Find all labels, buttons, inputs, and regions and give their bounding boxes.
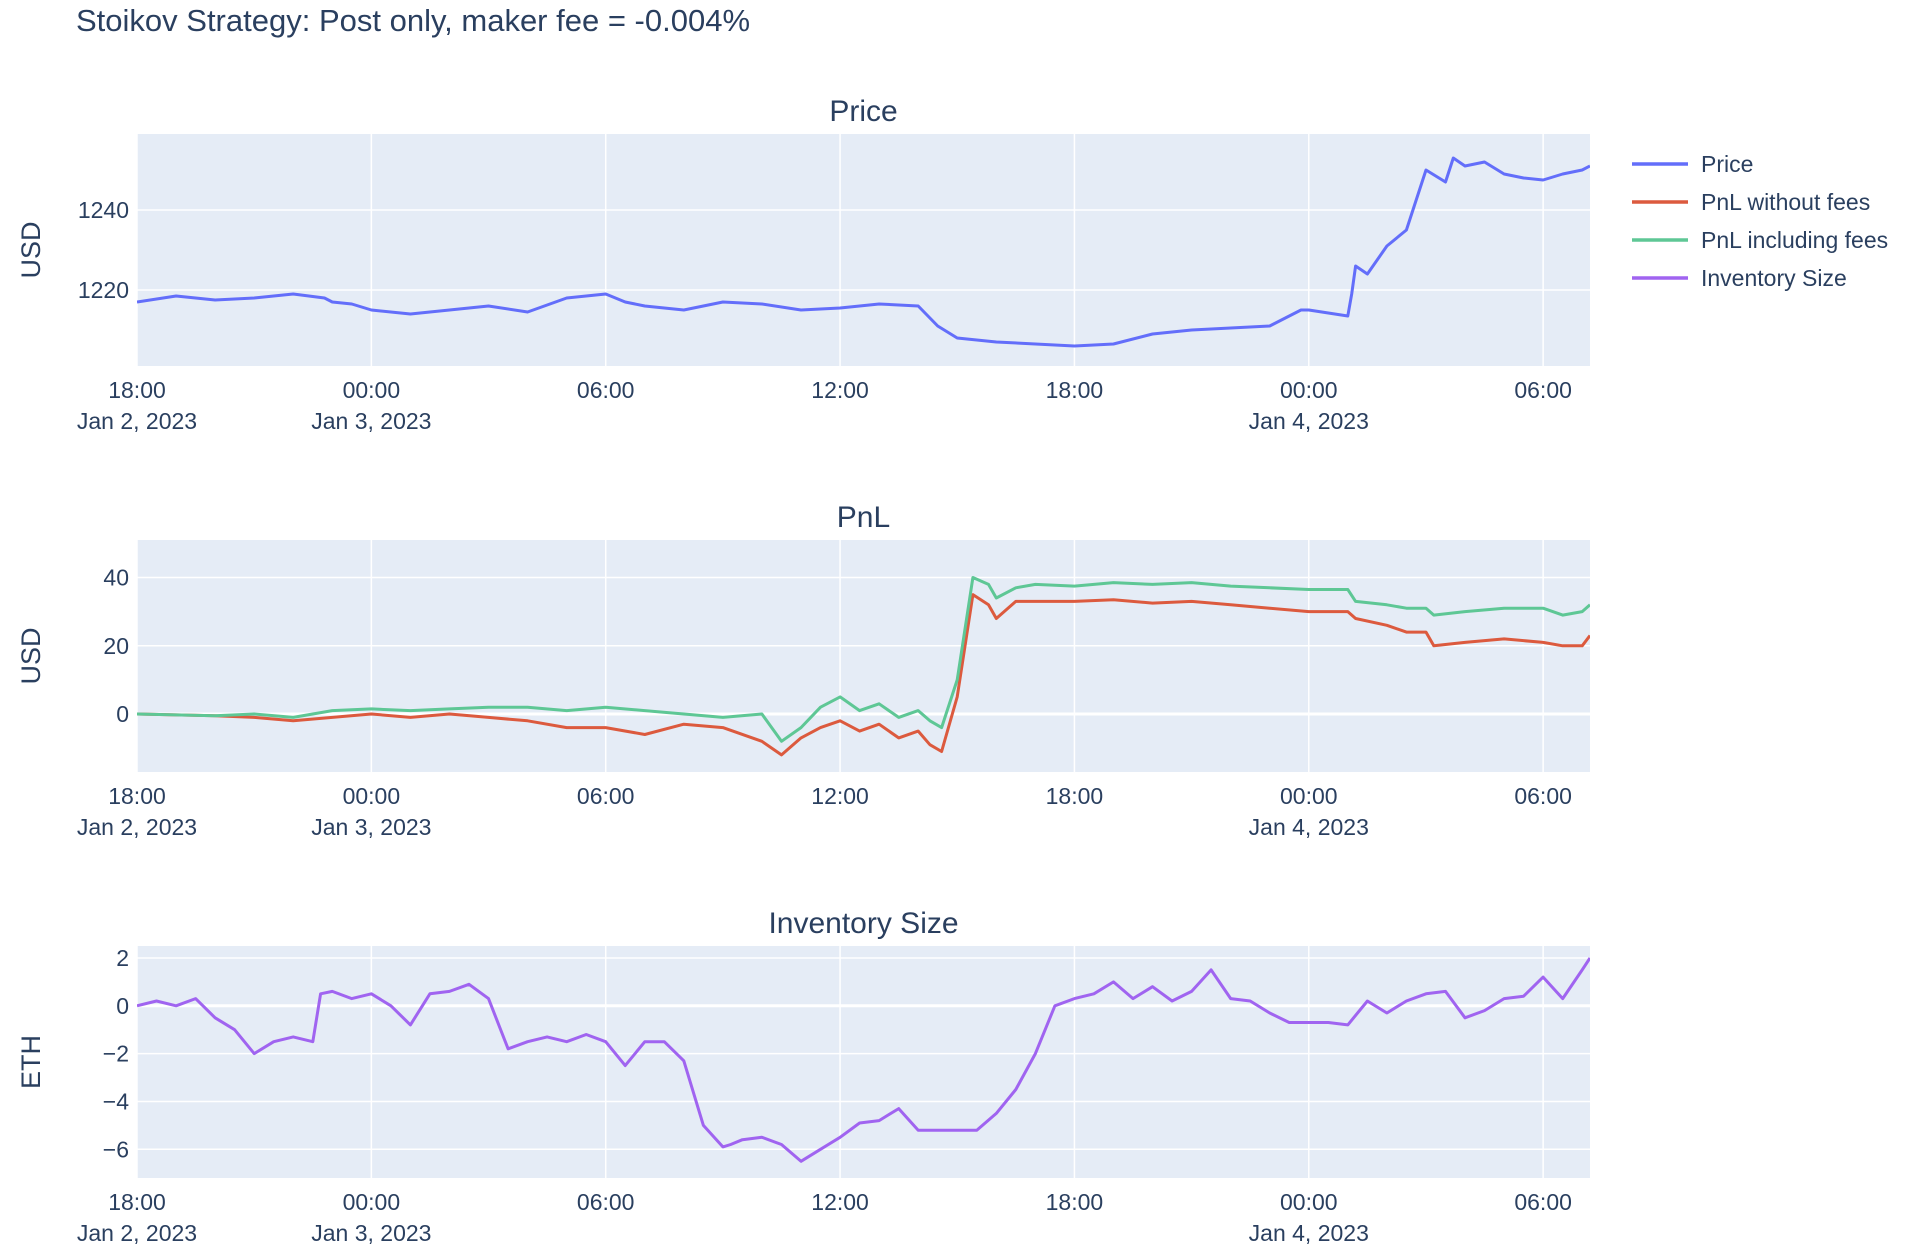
x-tick-label: 18:00	[1046, 783, 1104, 809]
legend-item[interactable]: PnL including fees	[1632, 227, 1888, 253]
subplots: 1220 1240 18:00 Jan 2, 2023 00:00 Jan 3, 2023…	[16, 95, 1590, 1246]
x-tick-label: 00:00	[343, 377, 401, 403]
x-tick-date-label: Jan 2, 2023	[77, 814, 197, 840]
y-tick-label: 1220	[78, 277, 129, 303]
x-tick-label: 18:00	[1046, 1189, 1104, 1215]
plot-area	[137, 134, 1590, 366]
subplot-title: Inventory Size	[768, 907, 958, 940]
y-tick-label: 1240	[78, 197, 129, 223]
y-tick-label: −6	[103, 1136, 129, 1162]
x-tick-label: 06:00	[577, 1189, 635, 1215]
x-tick-label: 00:00	[1280, 783, 1338, 809]
x-tick-label: 00:00	[1280, 377, 1338, 403]
y-axis-label: USD	[16, 627, 46, 684]
y-tick-label: 2	[116, 945, 129, 971]
x-tick-label: 12:00	[811, 783, 869, 809]
legend[interactable]: Price PnL without fees PnL including fees I…	[1632, 151, 1888, 291]
x-tick-date-label: Jan 4, 2023	[1249, 814, 1369, 840]
x-tick-date-label: Jan 4, 2023	[1249, 1220, 1369, 1246]
subplot-title: Price	[829, 95, 897, 128]
legend-label: Inventory Size	[1701, 265, 1847, 291]
x-tick-date-label: Jan 2, 2023	[77, 1220, 197, 1246]
y-tick-label: −2	[103, 1041, 129, 1067]
subplot-1: 1220 1240 18:00 Jan 2, 2023 00:00 Jan 3, 2023…	[16, 95, 1590, 434]
legend-label: PnL without fees	[1701, 189, 1870, 215]
x-tick-date-label: Jan 3, 2023	[311, 814, 431, 840]
y-tick-label: 0	[116, 993, 129, 1019]
x-tick-label: 18:00	[108, 783, 166, 809]
x-tick-date-label: Jan 4, 2023	[1249, 408, 1369, 434]
series-line-inventory-size	[137, 957, 1590, 1163]
x-tick-label: 18:00	[1046, 377, 1104, 403]
x-tick-label: 06:00	[1514, 783, 1572, 809]
y-tick-label: −4	[103, 1088, 129, 1114]
x-tick-date-label: Jan 2, 2023	[77, 408, 197, 434]
y-axis-label: USD	[16, 221, 46, 278]
x-tick-label: 18:00	[108, 1189, 166, 1215]
subplot-3: −6 −4 −2 0 2 18:00 Jan 2, 2023 00:00 Jan 3, 2023…	[16, 907, 1590, 1246]
series-line-pnl-including-fees	[137, 576, 1590, 743]
x-tick-label: 06:00	[577, 783, 635, 809]
x-tick-label: 06:00	[1514, 1189, 1572, 1215]
series-line-price	[137, 156, 1590, 348]
x-tick-date-label: Jan 3, 2023	[311, 408, 431, 434]
legend-item[interactable]: Price	[1632, 151, 1753, 177]
figure-title: Stoikov Strategy: Post only, maker fee =…	[76, 3, 750, 38]
series-line-pnl-without-fees	[137, 593, 1590, 757]
subplot-2: 0 20 40 18:00 Jan 2, 2023 00:00 Jan 3, 2023 06:…	[16, 501, 1590, 840]
x-tick-label: 06:00	[1514, 377, 1572, 403]
x-tick-label: 00:00	[1280, 1189, 1338, 1215]
plot-area	[137, 540, 1590, 772]
legend-label: PnL including fees	[1701, 227, 1888, 253]
legend-item[interactable]: Inventory Size	[1632, 265, 1847, 291]
y-tick-label: 40	[103, 565, 129, 591]
legend-item[interactable]: PnL without fees	[1632, 189, 1870, 215]
y-tick-label: 0	[116, 701, 129, 727]
x-tick-label: 06:00	[577, 377, 635, 403]
y-tick-label: 20	[103, 633, 129, 659]
y-axis-label: ETH	[16, 1035, 46, 1089]
plot-area	[137, 946, 1590, 1178]
x-tick-date-label: Jan 3, 2023	[311, 1220, 431, 1246]
subplot-title: PnL	[837, 501, 890, 534]
x-tick-label: 18:00	[108, 377, 166, 403]
x-tick-label: 00:00	[343, 783, 401, 809]
legend-label: Price	[1701, 151, 1753, 177]
x-tick-label: 12:00	[811, 1189, 869, 1215]
x-tick-label: 00:00	[343, 1189, 401, 1215]
x-tick-label: 12:00	[811, 377, 869, 403]
